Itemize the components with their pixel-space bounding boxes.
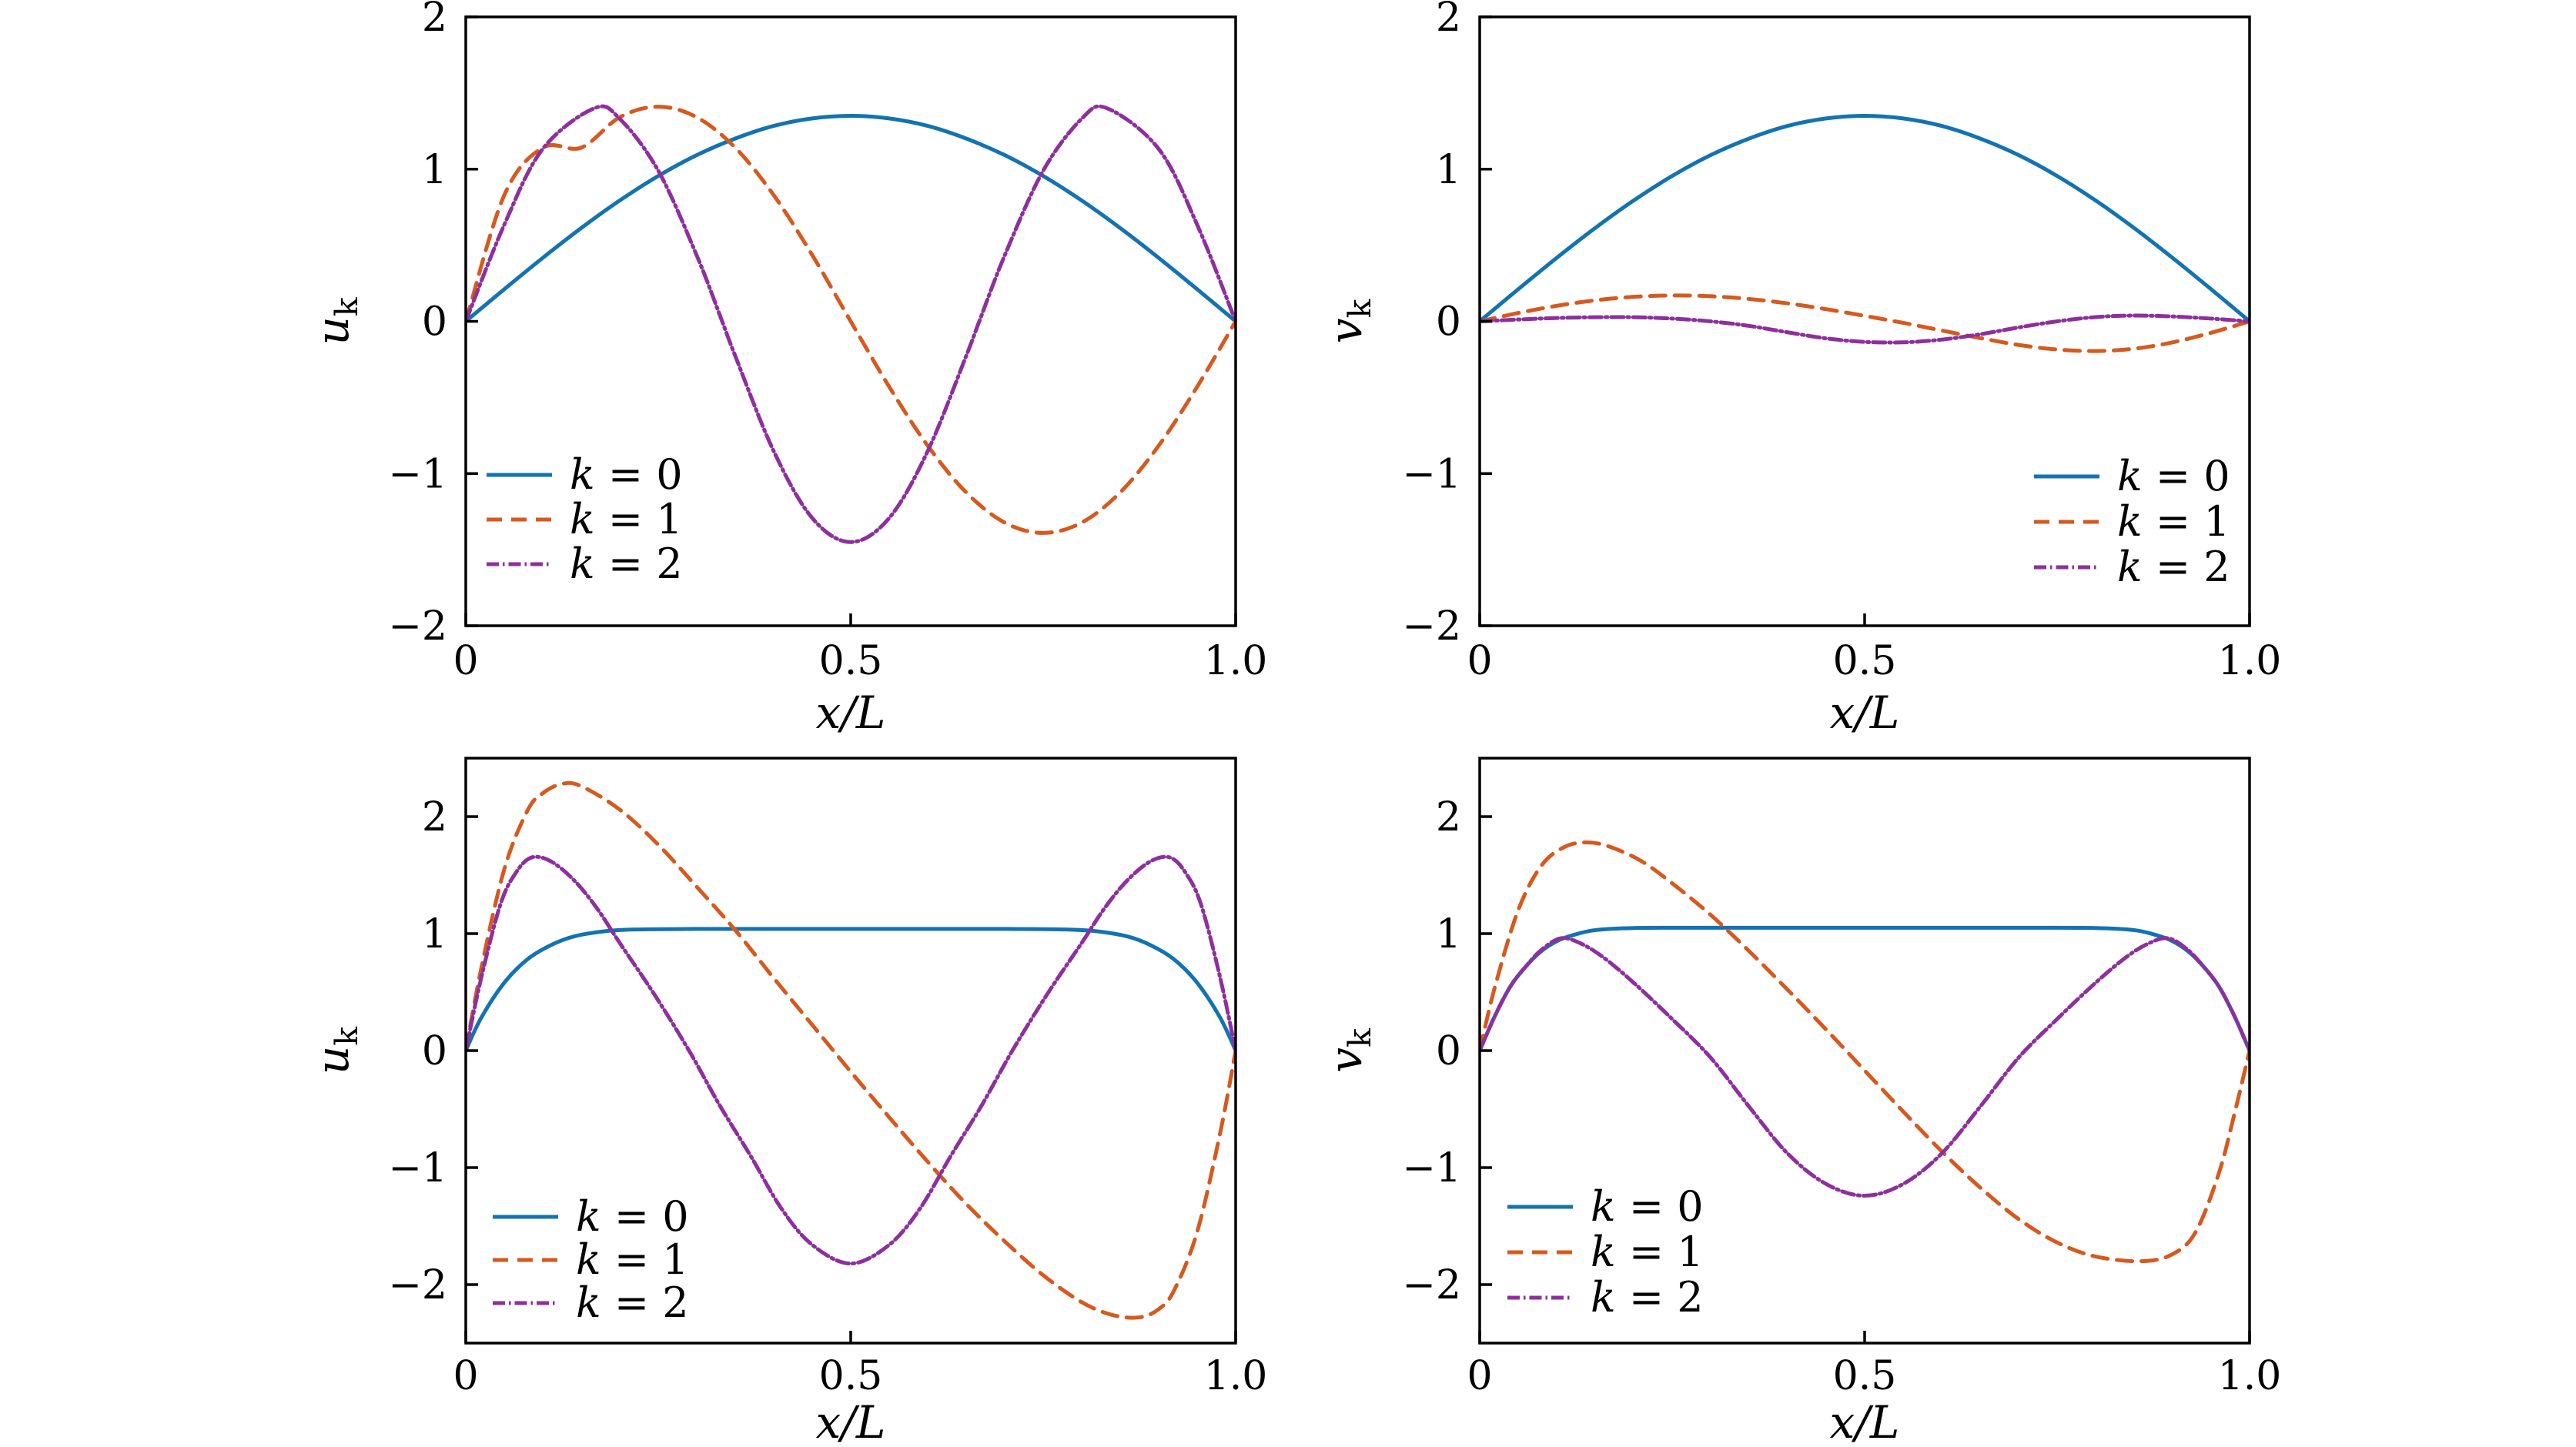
x-tick-label: 0	[453, 1353, 478, 1399]
legend-label-k0: k = 0	[570, 450, 683, 499]
legend-label-k2: k = 2	[1591, 1273, 1704, 1322]
legend-lower-left: k = 0k = 1k = 2	[487, 450, 683, 588]
x-tick-label: 0.5	[1833, 638, 1897, 684]
series-k1-curve	[1480, 840, 2250, 1264]
legend-label-k2: k = 2	[570, 540, 683, 588]
x-axis-label: x/L	[816, 687, 886, 739]
y-tick-label: 1	[422, 147, 447, 193]
series-k0-curve	[1480, 925, 2250, 1053]
y-tick-label: −2	[388, 603, 447, 650]
y-tick-label: 2	[1436, 794, 1461, 840]
x-tick-label: 0	[1467, 638, 1492, 684]
x-tick-label: 1.0	[1204, 638, 1268, 684]
legend-lower-left: k = 0k = 1k = 2	[493, 1192, 689, 1327]
y-axis-label: uk	[306, 1027, 365, 1074]
x-tick-label: 0.5	[1833, 1353, 1897, 1399]
legend-label-k2: k = 2	[576, 1278, 689, 1327]
y-axis-label: vk	[1320, 299, 1378, 343]
y-tick-label: 1	[1436, 911, 1461, 957]
subplot-top-left: 0 0.5 1.0 2 1 0 −1 −2 x/L uk k = 0k = 1k = 2	[306, 0, 1267, 739]
legend-label-k1: k = 1	[1591, 1228, 1704, 1276]
x-tick-label: 0.5	[819, 638, 883, 684]
subplot-bottom-right: 0 0.5 1.0 2 1 0 −1 −2 x/L vk k = 0k = 1k = 2	[1320, 757, 2282, 1447]
x-tick-label: 0.5	[819, 1353, 883, 1399]
y-tick-label: 0	[1436, 299, 1461, 346]
x-tick-label: 1.0	[2218, 1353, 2282, 1399]
series-k0-curve	[1480, 114, 2250, 323]
y-tick-label: −1	[388, 451, 447, 497]
y-tick-label: 0	[1436, 1028, 1461, 1074]
subplot-top-right: 0 0.5 1.0 2 1 0 −1 −2 x/L vk k = 0k = 1k = 2	[1320, 0, 2281, 739]
legend-lower-right: k = 0k = 1k = 2	[2034, 452, 2230, 591]
series-k1-curve	[466, 105, 1236, 535]
y-tick-label: −2	[1402, 1262, 1461, 1308]
x-tick-label: 1.0	[2218, 638, 2282, 684]
y-tick-label: −1	[1402, 1145, 1461, 1191]
series-k1-curve	[466, 780, 1236, 1320]
series-k2-curve	[1480, 936, 2250, 1198]
y-axis-label: uk	[306, 297, 365, 345]
subplot-bottom-left: 0 0.5 1.0 2 1 0 −1 −2 x/L uk k = 0k = 1k = 2	[306, 757, 1268, 1447]
series-k2-curve	[466, 104, 1236, 544]
legend-label-k1: k = 1	[576, 1235, 689, 1284]
x-tick-label: 1.0	[1204, 1353, 1268, 1399]
y-tick-label: −1	[1402, 451, 1461, 497]
y-tick-label: 1	[422, 911, 447, 957]
x-axis-label: x/L	[816, 1396, 886, 1447]
x-axis-label: x/L	[1830, 1396, 1900, 1447]
y-tick-label: −2	[1402, 603, 1461, 650]
y-tick-label: −1	[388, 1145, 447, 1191]
legend-label-k0: k = 0	[1591, 1182, 1704, 1231]
legend-label-k0: k = 0	[2117, 452, 2230, 500]
y-tick-label: 0	[422, 1028, 447, 1074]
x-tick-label: 0	[1467, 1353, 1492, 1399]
legend-label-k2: k = 2	[2117, 543, 2230, 591]
series-k2-curve	[1480, 313, 2250, 345]
series-k0-curve	[466, 927, 1236, 1053]
y-axis-label: vk	[1320, 1028, 1378, 1073]
x-tick-label: 0	[453, 638, 478, 684]
x-axis-label: x/L	[1830, 687, 1900, 739]
y-tick-label: 2	[1436, 0, 1461, 41]
y-tick-label: 1	[1436, 147, 1461, 193]
legend-label-k0: k = 0	[576, 1192, 689, 1241]
series-k0-curve	[466, 114, 1236, 323]
y-tick-label: 2	[422, 0, 447, 41]
legend-lower-left: k = 0k = 1k = 2	[1507, 1182, 1704, 1322]
y-tick-label: 0	[422, 299, 447, 346]
legend-label-k1: k = 1	[570, 495, 683, 543]
legend-label-k1: k = 1	[2117, 497, 2230, 546]
y-tick-label: 2	[422, 794, 447, 840]
series-k2-curve	[466, 854, 1236, 1266]
y-tick-label: −2	[388, 1262, 447, 1308]
series-k1-curve	[1480, 293, 2250, 353]
